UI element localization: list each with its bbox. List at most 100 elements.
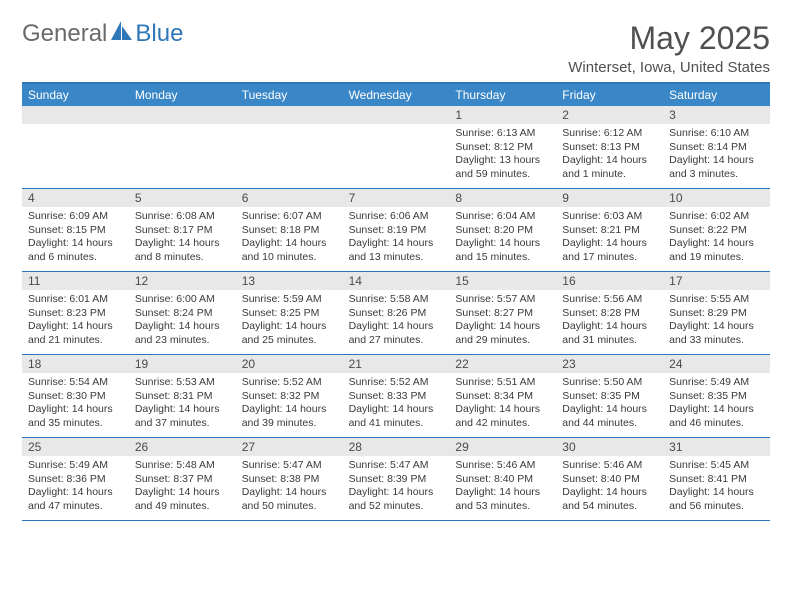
day-number: 29 [449,438,556,456]
weekday: Monday [129,84,236,106]
sunset-text: Sunset: 8:32 PM [242,390,337,404]
day-number: 15 [449,272,556,290]
header: General Blue May 2025 Winterset, Iowa, U… [22,20,770,76]
logo-sail-icon [109,20,133,48]
logo: General Blue [22,20,183,48]
daylight-text: Daylight: 14 hours and 42 minutes. [455,403,550,430]
day-cell: 29Sunrise: 5:46 AMSunset: 8:40 PMDayligh… [449,438,556,520]
sunrise-text: Sunrise: 5:45 AM [669,459,764,473]
sunset-text: Sunset: 8:22 PM [669,224,764,238]
sunrise-text: Sunrise: 5:52 AM [242,376,337,390]
sunrise-text: Sunrise: 5:53 AM [135,376,230,390]
day-number: 13 [236,272,343,290]
logo-text-1: General [22,20,107,48]
day-body: Sunrise: 5:55 AMSunset: 8:29 PMDaylight:… [663,290,770,354]
day-body: Sunrise: 5:47 AMSunset: 8:39 PMDaylight:… [343,456,450,520]
day-cell [129,106,236,188]
sunset-text: Sunset: 8:38 PM [242,473,337,487]
sunrise-text: Sunrise: 5:50 AM [562,376,657,390]
day-number: 18 [22,355,129,373]
day-cell: 27Sunrise: 5:47 AMSunset: 8:38 PMDayligh… [236,438,343,520]
week-row: 18Sunrise: 5:54 AMSunset: 8:30 PMDayligh… [22,355,770,438]
sunrise-text: Sunrise: 6:08 AM [135,210,230,224]
day-body: Sunrise: 5:47 AMSunset: 8:38 PMDaylight:… [236,456,343,520]
daylight-text: Daylight: 14 hours and 27 minutes. [349,320,444,347]
day-number: 31 [663,438,770,456]
day-number: 14 [343,272,450,290]
sunset-text: Sunset: 8:13 PM [562,141,657,155]
day-body: Sunrise: 5:58 AMSunset: 8:26 PMDaylight:… [343,290,450,354]
day-number: 22 [449,355,556,373]
sunset-text: Sunset: 8:27 PM [455,307,550,321]
day-cell: 14Sunrise: 5:58 AMSunset: 8:26 PMDayligh… [343,272,450,354]
daylight-text: Daylight: 14 hours and 47 minutes. [28,486,123,513]
sunset-text: Sunset: 8:25 PM [242,307,337,321]
day-number: 16 [556,272,663,290]
day-cell: 21Sunrise: 5:52 AMSunset: 8:33 PMDayligh… [343,355,450,437]
sunrise-text: Sunrise: 6:03 AM [562,210,657,224]
sunset-text: Sunset: 8:30 PM [28,390,123,404]
day-cell [343,106,450,188]
day-cell: 9Sunrise: 6:03 AMSunset: 8:21 PMDaylight… [556,189,663,271]
week-row: 11Sunrise: 6:01 AMSunset: 8:23 PMDayligh… [22,272,770,355]
day-number: 21 [343,355,450,373]
day-cell: 1Sunrise: 6:13 AMSunset: 8:12 PMDaylight… [449,106,556,188]
day-body: Sunrise: 5:49 AMSunset: 8:36 PMDaylight:… [22,456,129,520]
sunset-text: Sunset: 8:12 PM [455,141,550,155]
month-title: May 2025 [568,20,770,57]
day-cell: 4Sunrise: 6:09 AMSunset: 8:15 PMDaylight… [22,189,129,271]
day-number: 5 [129,189,236,207]
daylight-text: Daylight: 14 hours and 31 minutes. [562,320,657,347]
day-body: Sunrise: 5:57 AMSunset: 8:27 PMDaylight:… [449,290,556,354]
daylight-text: Daylight: 14 hours and 35 minutes. [28,403,123,430]
day-number [22,106,129,124]
day-body: Sunrise: 5:49 AMSunset: 8:35 PMDaylight:… [663,373,770,437]
day-body: Sunrise: 5:46 AMSunset: 8:40 PMDaylight:… [449,456,556,520]
day-number: 4 [22,189,129,207]
sunrise-text: Sunrise: 6:04 AM [455,210,550,224]
week-row: 4Sunrise: 6:09 AMSunset: 8:15 PMDaylight… [22,189,770,272]
sunrise-text: Sunrise: 5:49 AM [28,459,123,473]
weekday: Wednesday [343,84,450,106]
day-cell: 26Sunrise: 5:48 AMSunset: 8:37 PMDayligh… [129,438,236,520]
day-number [236,106,343,124]
weekday: Friday [556,84,663,106]
daylight-text: Daylight: 14 hours and 15 minutes. [455,237,550,264]
day-body: Sunrise: 6:09 AMSunset: 8:15 PMDaylight:… [22,207,129,271]
day-number [129,106,236,124]
sunrise-text: Sunrise: 6:00 AM [135,293,230,307]
day-number: 12 [129,272,236,290]
sunset-text: Sunset: 8:26 PM [349,307,444,321]
day-body: Sunrise: 5:50 AMSunset: 8:35 PMDaylight:… [556,373,663,437]
daylight-text: Daylight: 14 hours and 41 minutes. [349,403,444,430]
day-cell: 17Sunrise: 5:55 AMSunset: 8:29 PMDayligh… [663,272,770,354]
day-cell: 20Sunrise: 5:52 AMSunset: 8:32 PMDayligh… [236,355,343,437]
sunset-text: Sunset: 8:19 PM [349,224,444,238]
weeks-container: 1Sunrise: 6:13 AMSunset: 8:12 PMDaylight… [22,106,770,521]
day-number: 1 [449,106,556,124]
sunrise-text: Sunrise: 5:54 AM [28,376,123,390]
day-number: 11 [22,272,129,290]
day-number: 17 [663,272,770,290]
day-cell [236,106,343,188]
sunset-text: Sunset: 8:37 PM [135,473,230,487]
sunrise-text: Sunrise: 5:46 AM [562,459,657,473]
day-body: Sunrise: 6:13 AMSunset: 8:12 PMDaylight:… [449,124,556,188]
sunset-text: Sunset: 8:20 PM [455,224,550,238]
sunset-text: Sunset: 8:36 PM [28,473,123,487]
day-body [22,124,129,188]
sunset-text: Sunset: 8:24 PM [135,307,230,321]
daylight-text: Daylight: 14 hours and 39 minutes. [242,403,337,430]
day-cell: 18 Sunrise: 5:54 AMSunset: 8:30 PMDayligh… [22,355,129,437]
day-body [129,124,236,188]
sunrise-text: Sunrise: 6:02 AM [669,210,764,224]
sunset-text: Sunset: 8:31 PM [135,390,230,404]
day-body: Sunrise: 5:52 AMSunset: 8:32 PMDaylight:… [236,373,343,437]
daylight-text: Daylight: 14 hours and 37 minutes. [135,403,230,430]
daylight-text: Daylight: 14 hours and 46 minutes. [669,403,764,430]
day-cell: 25Sunrise: 5:49 AMSunset: 8:36 PMDayligh… [22,438,129,520]
day-cell: 22Sunrise: 5:51 AMSunset: 8:34 PMDayligh… [449,355,556,437]
day-body: Sunrise: 5:52 AMSunset: 8:33 PMDaylight:… [343,373,450,437]
calendar: Sunday Monday Tuesday Wednesday Thursday… [22,82,770,521]
sunrise-text: Sunrise: 6:10 AM [669,127,764,141]
